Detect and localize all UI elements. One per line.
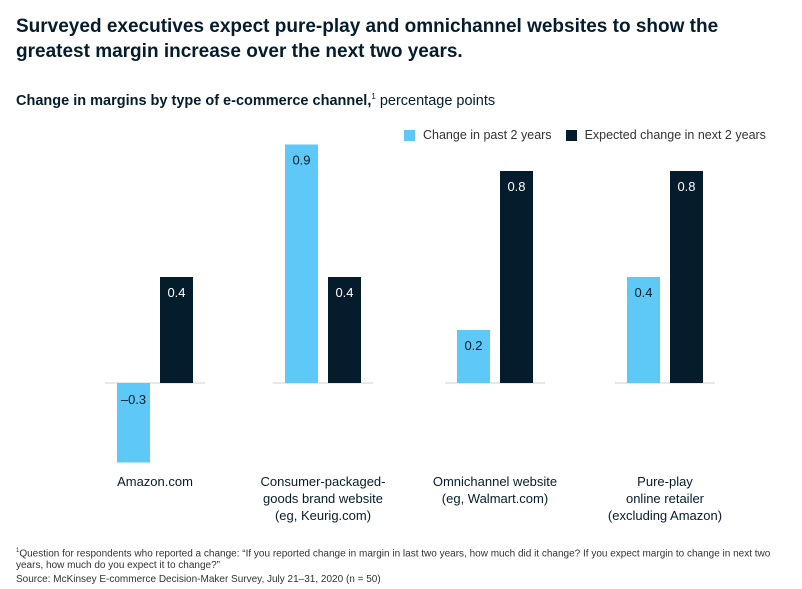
bar-past-0 <box>117 383 150 463</box>
category-label-0-0: Amazon.com <box>117 474 193 489</box>
legend-item-next: Expected change in next 2 years <box>565 128 766 142</box>
legend-swatch-next <box>565 129 577 141</box>
bar-next-0 <box>160 277 193 383</box>
legend-label-next: Expected change in next 2 years <box>584 128 766 142</box>
category-label-1-0: Consumer-packaged- <box>260 474 385 489</box>
legend-swatch-past <box>404 129 415 141</box>
data-label-next-0: 0.4 <box>167 285 185 300</box>
bar-past-2 <box>457 330 490 383</box>
footnote: 1Question for respondents who reported a… <box>16 545 796 572</box>
category-label-1-2: (eg, Keurig.com) <box>275 508 371 523</box>
chart-subtitle: Change in margins by type of e-commerce … <box>16 92 495 109</box>
chart-title: Surveyed executives expect pure-play and… <box>16 16 719 62</box>
data-label-past-3: 0.4 <box>634 285 652 300</box>
subtitle-bold: Change in margins by type of e-commerce … <box>16 92 372 109</box>
chart-legend: Change in past 2 years Expected change i… <box>404 128 780 142</box>
bar-chart: –0.3 0.4 Amazon.com 0.9 0.4 Consumer-packaged… <box>105 144 722 523</box>
category-label-2-1: (eg, Walmart.com) <box>442 491 548 506</box>
category-label-3-1: online retailer <box>626 491 705 506</box>
data-label-past-0: –0.3 <box>121 392 146 407</box>
subtitle-footnote-marker: 1 <box>371 92 376 101</box>
category-label-1-1: goods brand website <box>263 491 383 506</box>
footnote-marker: 1 <box>16 548 20 554</box>
data-label-past-2: 0.2 <box>464 338 482 353</box>
bar-past-3 <box>627 277 660 383</box>
footnote-text: Question for respondents who reported a … <box>16 548 771 572</box>
subtitle-unit: percentage points <box>375 92 496 109</box>
data-label-next-1: 0.4 <box>335 285 353 300</box>
category-label-2-0: Omnichannel website <box>433 474 557 489</box>
data-label-past-1: 0.9 <box>292 153 310 168</box>
data-label-next-2: 0.8 <box>507 179 525 194</box>
bar-past-1 <box>285 144 318 383</box>
legend-item-past: Change in past 2 years <box>404 128 552 142</box>
bar-next-1 <box>328 277 361 383</box>
legend-label-past: Change in past 2 years <box>423 128 552 142</box>
category-label-3-0: Pure-play <box>637 474 693 489</box>
source-note: Source: McKinsey E-commerce Decision-Mak… <box>16 574 381 585</box>
category-label-3-2: (excluding Amazon) <box>608 508 722 523</box>
bar-next-3 <box>670 171 703 383</box>
bar-next-2 <box>500 171 533 383</box>
data-label-next-3: 0.8 <box>677 179 695 194</box>
